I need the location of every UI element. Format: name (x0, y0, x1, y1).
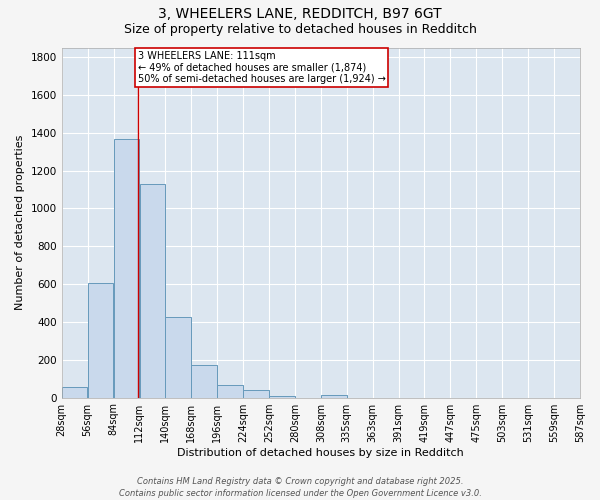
Text: Contains HM Land Registry data © Crown copyright and database right 2025.
Contai: Contains HM Land Registry data © Crown c… (119, 476, 481, 498)
Bar (88, 283, 113, 398)
Bar (166, 317, 191, 398)
Bar (321, 394, 347, 398)
X-axis label: Distribution of detached houses by size in Redditch: Distribution of detached houses by size … (178, 448, 464, 458)
Bar (62, 387, 88, 398)
Bar (217, 386, 243, 398)
Y-axis label: Number of detached properties: Number of detached properties (15, 135, 25, 310)
Bar (113, 140, 139, 398)
Text: 3, WHEELERS LANE, REDDITCH, B97 6GT: 3, WHEELERS LANE, REDDITCH, B97 6GT (158, 8, 442, 22)
Text: Size of property relative to detached houses in Redditch: Size of property relative to detached ho… (124, 22, 476, 36)
Bar (269, 396, 295, 398)
Bar (191, 366, 217, 398)
Bar (243, 390, 269, 398)
Bar (140, 184, 165, 398)
Text: 3 WHEELERS LANE: 111sqm
← 49% of detached houses are smaller (1,874)
50% of semi: 3 WHEELERS LANE: 111sqm ← 49% of detache… (137, 52, 385, 84)
